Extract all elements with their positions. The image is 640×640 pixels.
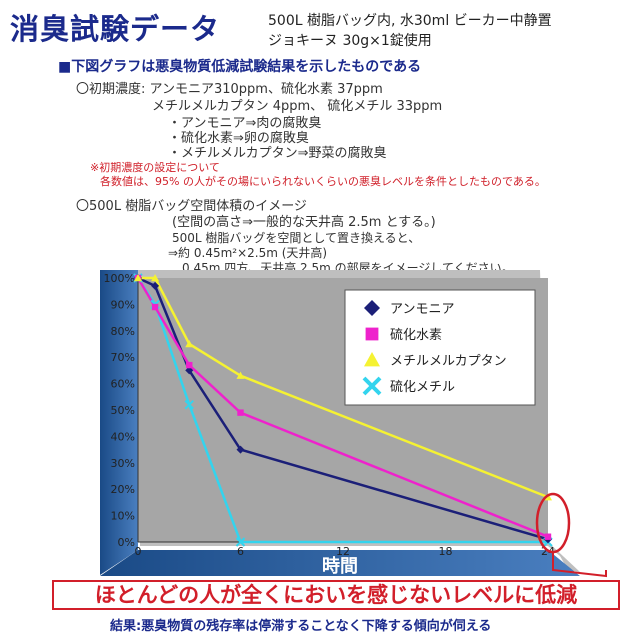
initial-note-title: ※初期濃度の設定について — [90, 161, 220, 174]
data-point — [185, 366, 194, 375]
data-point — [186, 361, 193, 369]
data-point — [151, 303, 159, 311]
initial-concentration-line2: メチルメルカプタン 4ppm、 硫化メチル 33ppm — [152, 99, 443, 114]
y-axis-band — [100, 270, 138, 575]
x-tick-label: 18 — [439, 545, 453, 558]
y-tick-label: 40% — [111, 430, 135, 443]
legend-marker — [364, 300, 380, 316]
volume-calc: ⇒約 0.45m²×2.5m (天井高) — [168, 246, 328, 260]
data-point — [185, 340, 194, 348]
conclusion-text: 結果:悪臭物質の残存率は停滞することなく下降する傾向が伺える — [110, 619, 492, 634]
y-tick-label: 80% — [111, 325, 135, 338]
y-tick-label: 60% — [111, 378, 135, 391]
legend-marker — [362, 376, 382, 396]
legend-label: 硫化メチル — [390, 380, 455, 395]
initial-concentration-line1: 〇初期濃度: アンモニア310ppm、硫化水素 37ppm — [76, 82, 383, 97]
test-condition-tablet: ジョキーヌ 30g×1錠使用 — [268, 33, 432, 49]
data-point — [235, 537, 246, 547]
y-tick-label: 30% — [111, 457, 135, 470]
series-markers — [133, 273, 553, 547]
data-point — [151, 281, 160, 290]
legend-label: メチルメルカプタン — [390, 354, 507, 369]
volume-heading: 〇500L 樹脂バッグ空間体積のイメージ — [76, 199, 307, 214]
y-tick-label: 100% — [104, 272, 135, 285]
page-title: 消臭試験データ — [10, 12, 221, 46]
x-tick-label: 0 — [135, 545, 142, 558]
data-point — [151, 274, 160, 282]
initial-note-body: 各数値は、95% の人がその場にいられないくらいの悪臭レベルを条件としたものであ… — [100, 175, 546, 188]
data-point — [237, 409, 244, 416]
test-condition-bag: 500L 樹脂バッグ内, 水30ml ビーカー中静置 — [268, 13, 552, 29]
y-tick-label: 90% — [111, 298, 135, 311]
volume-replacement: 500L 樹脂バッグを空間として置き換えると、 — [172, 231, 421, 245]
y-axis-title: 残存率 — [76, 297, 97, 348]
data-point — [184, 400, 194, 410]
y-tick-label: 50% — [111, 404, 135, 417]
y-tick-labels: 0% 10% 20% 30% 40% 50% 60% 70% 80% 90% 100% — [104, 272, 135, 549]
y-tick-label: 20% — [111, 483, 135, 496]
callout-line — [552, 552, 607, 578]
y-tick-label: 0% — [118, 536, 135, 549]
legend-label: アンモニア — [390, 302, 454, 317]
conclusion-banner: ほとんどの人が全くにおいを感じないレベルに低減 — [52, 580, 620, 610]
section-heading: ■下図グラフは悪臭物質低減試験結果を示したものである — [58, 59, 422, 75]
data-point — [134, 274, 142, 282]
volume-ceiling-note: (空間の高さ⇒一般的な天井高 2.5m とする。) — [172, 215, 436, 230]
odor-bullet-hydrogen-sulfide: ・硫化水素⇒卵の腐敗臭 — [168, 131, 309, 146]
x-axis-band — [100, 550, 580, 576]
data-point — [236, 371, 245, 379]
y-tick-label: 70% — [111, 351, 135, 364]
legend-marker — [364, 352, 380, 367]
data-point — [236, 445, 245, 454]
legend-marker — [365, 327, 379, 341]
odor-bullet-methyl-mercaptan: ・メチルメルカプタン⇒野菜の腐敗臭 — [168, 146, 387, 161]
x-axis-title: 時間 — [322, 556, 358, 577]
legend-label: 硫化水素 — [390, 328, 442, 343]
x-tick-label: 12 — [336, 545, 350, 558]
y-tick-label: 10% — [111, 510, 135, 523]
x-tick-label: 6 — [237, 545, 244, 558]
residual-rate-chart: 0% 10% 20% 30% 40% 50% 60% 70% 80% 90% 100% 0 6 12 18… — [76, 270, 607, 578]
data-point — [544, 533, 552, 540]
odor-bullet-ammonia: ・アンモニア⇒肉の腐敗臭 — [168, 116, 322, 131]
